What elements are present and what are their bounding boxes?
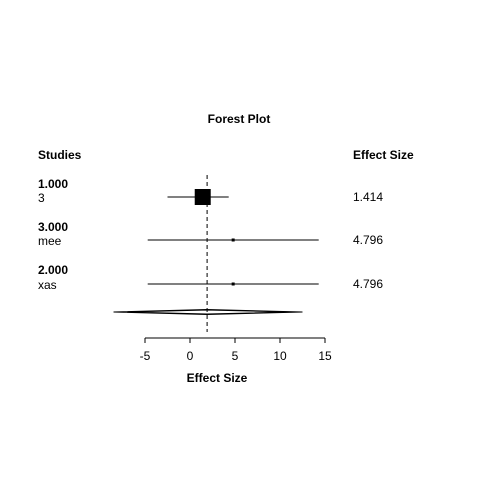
x-tick-label-3: 10 [273,349,287,363]
summary-diamond-1 [126,309,290,315]
effect-size-value-2: 4.796 [353,277,383,291]
studies-header: Studies [38,148,82,162]
effect-size-header: Effect Size [353,148,414,162]
x-tick-label-0: -5 [140,349,151,363]
point-estimate-1 [231,238,235,242]
x-tick-label-2: 5 [232,349,239,363]
study-name-1: mee [38,234,62,248]
point-estimate-0 [194,189,211,205]
study-id-1: 3.000 [38,220,68,234]
x-axis-label: Effect Size [187,371,248,385]
study-id-2: 2.000 [38,263,68,277]
study-id-0: 1.000 [38,177,68,191]
study-name-2: xas [38,278,57,292]
point-estimate-2 [231,282,235,286]
effect-size-value-0: 1.414 [353,190,383,204]
effect-size-value-1: 4.796 [353,233,383,247]
x-tick-label-4: 15 [318,349,332,363]
chart-title: Forest Plot [208,112,271,126]
study-name-0: 3 [38,191,45,205]
x-tick-label-1: 0 [187,349,194,363]
